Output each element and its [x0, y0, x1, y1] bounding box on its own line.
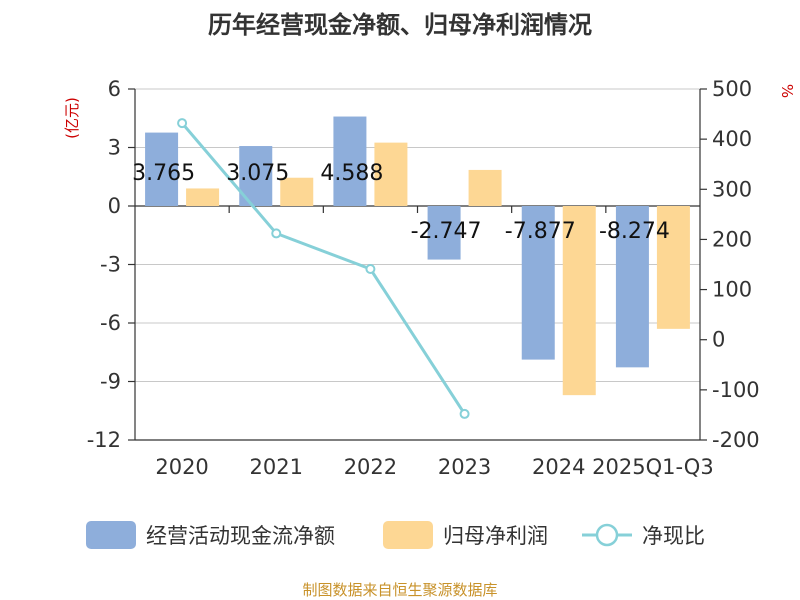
left-tick-label: -9 [100, 370, 121, 394]
x-tick-label: 2022 [344, 455, 397, 479]
bar-cashflow [521, 206, 555, 360]
bar-cashflow [615, 206, 649, 368]
right-tick-label: -200 [712, 428, 760, 452]
x-tick-label: 2024 [532, 455, 585, 479]
legend-label-ratio[interactable]: 净现比 [642, 524, 705, 548]
x-tick-label: 2025Q1-Q3 [592, 455, 714, 479]
right-tick-label: 0 [712, 328, 725, 352]
right-tick-label: 500 [712, 77, 752, 101]
left-axis-unit: (亿元) [63, 97, 81, 139]
source-note: 制图数据来自恒生聚源数据库 [302, 581, 497, 599]
left-tick-label: -3 [100, 253, 121, 277]
left-tick-label: -6 [100, 311, 121, 335]
left-tick-label: -12 [87, 428, 121, 452]
legend-swatch-netprofit[interactable] [383, 521, 433, 549]
data-label-cashflow: 3.765 [132, 161, 195, 186]
ratio-point [365, 264, 376, 275]
ratio-point [177, 118, 188, 129]
data-label-cashflow: -2.747 [411, 219, 482, 244]
bar-netprofit [468, 169, 502, 206]
grid [135, 88, 700, 441]
data-label-cashflow: -8.274 [599, 219, 670, 244]
right-tick-label: 400 [712, 127, 752, 151]
left-tick-label: 0 [108, 194, 121, 218]
legend-label-netprofit[interactable]: 归母净利润 [443, 524, 548, 548]
legend-swatch-cashflow[interactable] [86, 521, 136, 549]
legend-label-cashflow[interactable]: 经营活动现金流净额 [146, 524, 335, 548]
axes: 6 3 0 -3 -6 -9 -12 500 400 300 200 100 0 -100 -200 2020… [87, 77, 760, 479]
bar-cashflow [333, 116, 367, 206]
left-tick-label: 6 [108, 77, 121, 101]
bar-netprofit [280, 177, 314, 206]
right-tick-label: -100 [712, 378, 760, 402]
bar-netprofit [186, 188, 220, 206]
ratio-line [177, 118, 470, 419]
legend-marker-ratio[interactable] [595, 523, 619, 547]
chart-title: 历年经营现金净额、归母净利润情况 [208, 11, 592, 39]
x-tick-label: 2021 [250, 455, 303, 479]
bar-netprofit [656, 206, 690, 329]
right-tick-label: 200 [712, 227, 752, 251]
right-tick-label: 100 [712, 278, 752, 302]
ratio-point [271, 228, 282, 239]
left-tick-label: 3 [108, 136, 121, 160]
bar-netprofit [562, 206, 596, 396]
bar-cashflow [145, 132, 179, 206]
right-axis-unit: % [778, 84, 796, 98]
data-label-cashflow: -7.877 [505, 219, 576, 244]
right-tick-label: 300 [712, 177, 752, 201]
ratio-point [459, 408, 470, 419]
x-tick-label: 2023 [438, 455, 491, 479]
data-label-cashflow: 4.588 [320, 161, 383, 186]
ratio-polyline [180, 122, 466, 415]
bars [145, 116, 690, 396]
bar-cashflow [427, 206, 461, 260]
data-label-cashflow: 3.075 [226, 161, 289, 186]
x-tick-label: 2020 [155, 455, 208, 479]
bar-netprofit [374, 142, 408, 206]
data-labels: 3.765 3.075 4.588 -2.747 -7.877 -8.274 [132, 161, 670, 244]
